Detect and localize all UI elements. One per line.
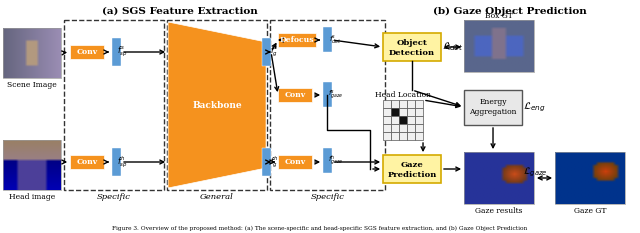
- Text: Gaze GT: Gaze GT: [573, 207, 606, 215]
- Bar: [399, 124, 407, 132]
- Bar: [415, 108, 423, 116]
- Bar: [383, 132, 391, 140]
- Bar: [391, 132, 399, 140]
- Text: Conv: Conv: [77, 158, 98, 166]
- Bar: [112, 38, 121, 66]
- Text: $\mathcal{L}_{det}$: $\mathcal{L}_{det}$: [442, 41, 464, 53]
- Bar: [391, 124, 399, 132]
- Text: Detection: Detection: [389, 49, 435, 57]
- Text: Prediction: Prediction: [387, 171, 436, 179]
- Text: Box GT: Box GT: [485, 12, 513, 20]
- Bar: [407, 108, 415, 116]
- Text: Object: Object: [397, 39, 428, 47]
- Text: Specific: Specific: [97, 193, 131, 201]
- Text: Head Location: Head Location: [375, 91, 431, 99]
- Bar: [464, 20, 534, 72]
- Bar: [383, 155, 441, 183]
- Bar: [391, 100, 399, 108]
- Text: Aggregation: Aggregation: [469, 109, 516, 116]
- Text: $f^s_{det}$: $f^s_{det}$: [329, 34, 341, 46]
- Bar: [407, 100, 415, 108]
- Bar: [167, 20, 267, 190]
- Bar: [555, 152, 625, 204]
- Bar: [323, 82, 332, 107]
- Bar: [407, 116, 415, 124]
- Text: Conv: Conv: [284, 158, 306, 166]
- Bar: [415, 100, 423, 108]
- Text: Conv: Conv: [284, 91, 306, 99]
- Bar: [383, 116, 391, 124]
- Bar: [383, 100, 391, 108]
- Bar: [112, 148, 121, 176]
- Text: $f^h_{sp}$: $f^h_{sp}$: [116, 154, 127, 170]
- Text: $f^s_{sp}$: $f^s_{sp}$: [116, 45, 127, 59]
- Text: $f^h_{gaze}$: $f^h_{gaze}$: [328, 154, 344, 168]
- Text: Gaze results: Gaze results: [476, 207, 523, 215]
- Bar: [415, 124, 423, 132]
- Bar: [323, 148, 332, 173]
- Bar: [383, 108, 391, 116]
- Text: Backbone: Backbone: [192, 100, 242, 110]
- Bar: [278, 155, 312, 169]
- Text: Figure 3. Overview of the proposed method: (a) The scene-specific and head-speci: Figure 3. Overview of the proposed metho…: [113, 225, 527, 231]
- Bar: [399, 116, 407, 124]
- Bar: [262, 38, 271, 66]
- Text: Defocus: Defocus: [280, 36, 314, 44]
- Text: (b) Gaze Object Prediction: (b) Gaze Object Prediction: [433, 7, 587, 16]
- Bar: [278, 33, 316, 47]
- Polygon shape: [168, 22, 266, 188]
- Bar: [64, 20, 164, 190]
- Bar: [407, 124, 415, 132]
- Bar: [3, 140, 61, 190]
- Text: (a) SGS Feature Extraction: (a) SGS Feature Extraction: [102, 7, 258, 16]
- Text: $\mathcal{L}_{eng}$: $\mathcal{L}_{eng}$: [523, 100, 545, 114]
- Text: Scene Image: Scene Image: [7, 81, 57, 89]
- Text: $f^h_g$: $f^h_g$: [270, 154, 278, 170]
- Bar: [391, 108, 399, 116]
- Text: $\mathcal{L}_{gaze}$: $\mathcal{L}_{gaze}$: [523, 165, 547, 179]
- Bar: [262, 148, 271, 176]
- Bar: [464, 152, 534, 204]
- Text: General: General: [200, 193, 234, 201]
- Bar: [3, 28, 61, 78]
- Text: Specific: Specific: [311, 193, 345, 201]
- Text: $f^s_{gaze}$: $f^s_{gaze}$: [328, 88, 344, 102]
- Text: Gaze: Gaze: [401, 161, 424, 169]
- Bar: [464, 90, 522, 125]
- Bar: [399, 108, 407, 116]
- Text: Conv: Conv: [77, 48, 98, 56]
- Bar: [415, 116, 423, 124]
- Text: $f^s_g$: $f^s_g$: [270, 45, 278, 59]
- Bar: [270, 20, 385, 190]
- Bar: [323, 27, 332, 52]
- Bar: [70, 45, 104, 59]
- Bar: [391, 116, 399, 124]
- Bar: [278, 88, 312, 102]
- Bar: [70, 155, 104, 169]
- Bar: [415, 132, 423, 140]
- Bar: [383, 33, 441, 61]
- Text: Energy: Energy: [479, 99, 507, 106]
- Text: Head image: Head image: [9, 193, 55, 201]
- Bar: [383, 124, 391, 132]
- Bar: [407, 132, 415, 140]
- Bar: [399, 132, 407, 140]
- Bar: [399, 100, 407, 108]
